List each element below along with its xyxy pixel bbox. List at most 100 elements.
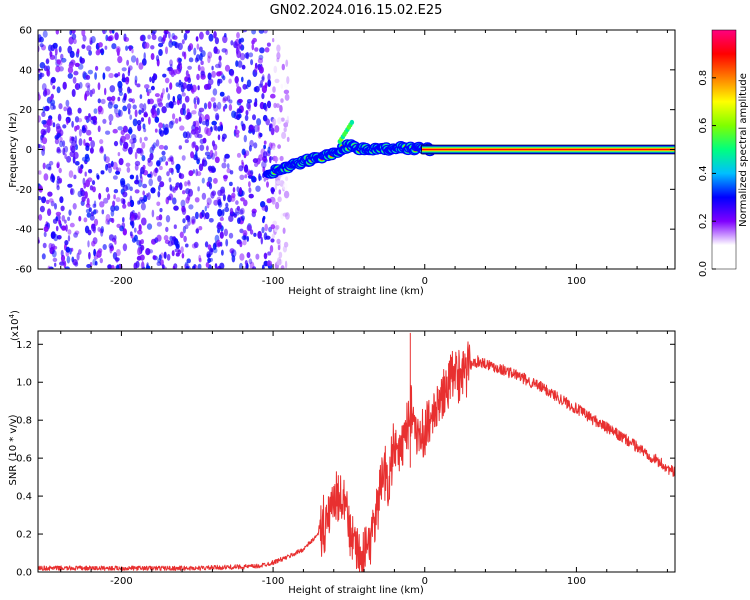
spectrogram-noise-blob	[142, 123, 146, 130]
colorbar-tick-label: 0.8	[698, 70, 709, 86]
spectrogram-noise-blob	[130, 55, 137, 63]
spectrogram-noise-blob	[262, 215, 266, 220]
spectrogram-noise-blob	[188, 170, 194, 177]
y-tick-label: 0.2	[16, 530, 32, 541]
spectrogram-noise-blob	[172, 35, 178, 40]
spectrogram-noise-blob	[235, 133, 240, 138]
spectrogram-noise-blob	[206, 251, 211, 259]
spectrogram-noise-blob	[184, 261, 189, 268]
spectrogram-noise-blob	[141, 217, 147, 226]
spectrogram-noise-blob	[182, 218, 186, 224]
spectrogram-noise-blob	[171, 250, 175, 257]
spectrogram-noise-blob	[197, 186, 200, 192]
spectrogram-noise-blob	[195, 36, 199, 42]
spectrogram-noise-blob	[252, 37, 257, 43]
spectrogram-noise-blob	[217, 189, 223, 197]
spectrogram-noise-blob	[147, 192, 151, 201]
spectrogram-noise-blob	[74, 116, 80, 123]
spectrogram-noise-blob	[86, 197, 90, 206]
spectrogram-noise-blob	[182, 225, 186, 234]
spectrogram-noise-blob	[222, 194, 226, 202]
spectrogram-noise-blob	[161, 150, 166, 156]
spectrogram-noise-blob	[52, 257, 58, 262]
spectrogram-noise-blob	[141, 155, 146, 162]
spectrogram-noise-blob	[131, 134, 137, 140]
spectrogram-noise-blob	[240, 120, 244, 127]
spectrogram-noise-blob	[212, 88, 218, 96]
spectrogram-noise-blob	[57, 113, 62, 122]
spectrogram-noise-blob	[42, 130, 47, 136]
spectrogram-noise-blob	[197, 64, 201, 72]
spectrogram-noise-blob	[108, 243, 114, 249]
spectrogram-noise-blob	[85, 203, 91, 208]
spectrogram-noise-blob	[117, 51, 120, 57]
spectrogram-noise-blob	[147, 98, 151, 105]
spectrogram-noise-blob	[111, 30, 115, 34]
spectrogram-noise-blob	[179, 182, 183, 191]
spectrogram-noise-blob	[216, 239, 221, 248]
colorbar-tick-label: 0.6	[698, 118, 709, 134]
spectrogram-noise-blob	[39, 62, 46, 69]
spectrogram-noise-blob	[179, 65, 183, 70]
spectrogram-noise-blob	[133, 227, 137, 233]
spectrogram-noise-blob	[187, 65, 193, 70]
spectrogram-noise-blob	[261, 76, 265, 81]
spectrogram-noise-blob	[280, 83, 284, 89]
spectrogram-noise-blob	[224, 206, 230, 213]
spectrogram-noise-blob	[217, 126, 221, 132]
spectrogram-noise-blob	[49, 102, 55, 111]
spectrogram-noise-blob	[106, 96, 112, 102]
spectrogram-noise-blob	[117, 109, 121, 117]
spectrogram-noise-blob	[236, 186, 240, 193]
spectrogram-noise-blob	[162, 73, 167, 78]
spectrogram-noise-blob	[270, 93, 276, 99]
spectrogram-noise-blob	[73, 38, 77, 45]
spectrogram-noise-blob	[184, 76, 189, 82]
spectrogram-noise-blob	[62, 124, 67, 129]
spectrogram-noise-blob	[271, 197, 276, 205]
spectrogram-noise-blob	[181, 155, 186, 161]
spectrogram-noise-blob	[273, 102, 277, 109]
spectrogram-noise-blob	[77, 118, 83, 123]
spectrogram-noise-blob	[285, 121, 288, 128]
spectrogram-noise-blob	[238, 209, 244, 215]
spectrogram-noise-blob	[195, 144, 198, 151]
spectrogram-noise-blob	[68, 209, 72, 216]
spectrogram-noise-blob	[105, 130, 111, 135]
spectrogram-noise-blob	[156, 216, 160, 221]
spectrogram-noise-blob	[78, 138, 83, 146]
spectrogram-noise-blob	[139, 137, 143, 144]
spectrogram-noise-blob	[244, 174, 248, 179]
spectrogram-noise-blob	[38, 115, 41, 123]
spectrogram-noise-blob	[283, 127, 287, 133]
spectrogram-noise-blob	[97, 49, 101, 54]
spectrogram-noise-blob	[159, 94, 163, 102]
spectrogram-noise-blob	[229, 170, 234, 175]
spectrogram-noise-blob	[196, 73, 200, 81]
spectrogram-noise-blob	[131, 141, 135, 149]
spectrogram-noise-blob	[111, 43, 117, 50]
spectrogram-noise-blob	[120, 180, 126, 188]
carrier-band-core	[421, 148, 675, 151]
spectrogram-noise-blob	[259, 79, 264, 88]
spectrogram-noise-blob	[62, 81, 67, 90]
spectrogram-noise-blob	[74, 62, 80, 67]
spectrogram-noise-blob	[244, 114, 249, 121]
spectrogram-noise-blob	[175, 243, 180, 249]
spectrogram-noise-blob	[42, 30, 48, 38]
spectrogram-noise-blob	[276, 180, 282, 185]
spectrogram-noise-blob	[207, 72, 212, 80]
spectrogram-noise-blob	[198, 125, 201, 134]
y-tick-label: -20	[16, 185, 32, 196]
spectrogram-noise-blob	[181, 51, 185, 57]
spectrogram-noise-blob	[55, 123, 61, 130]
spectrogram-noise-blob	[200, 60, 204, 66]
spectrogram-noise-blob	[51, 175, 55, 183]
spectrogram-noise-blob	[157, 191, 161, 198]
spectrogram-noise-blob	[157, 36, 163, 43]
spectrogram-noise-blob	[148, 178, 153, 187]
spectrogram-noise-blob	[221, 48, 227, 53]
spectrogram-noise-blob	[185, 243, 189, 248]
snr-panel: -200 -100 0 100 0.0 0.2 0.4 0.6 0.8 1.0 1.2 Heigh…	[8, 310, 676, 596]
